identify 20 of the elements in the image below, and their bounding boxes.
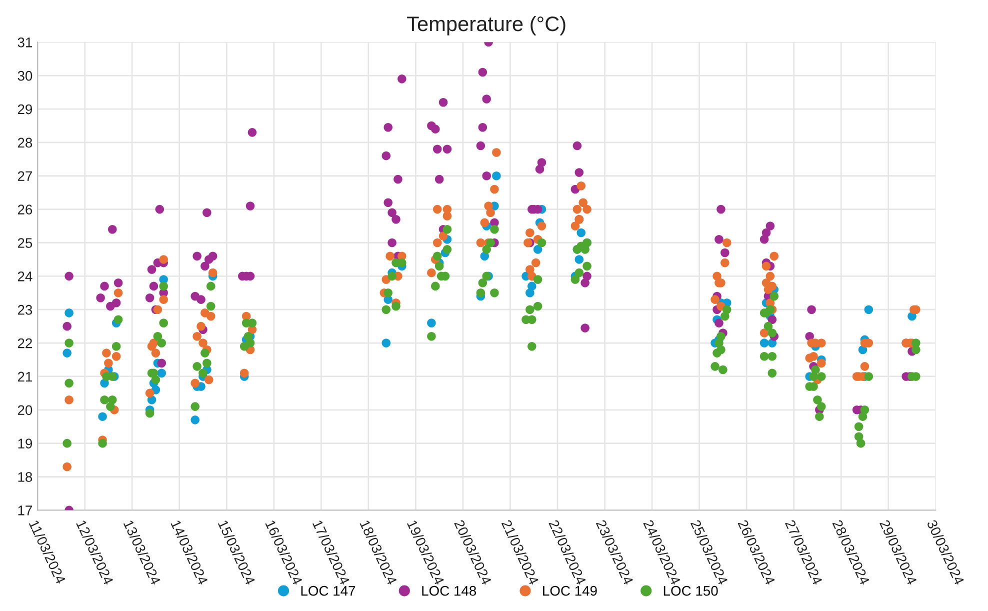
legend-label: LOC 148 — [422, 586, 476, 596]
y-tick-label: 19 — [18, 438, 32, 448]
y-tick-label: 26 — [18, 204, 32, 214]
y-tick-label: 31 — [18, 37, 32, 48]
y-tick-label: 17 — [18, 506, 32, 516]
y-tick-label: 24 — [18, 272, 32, 282]
y-tick-label: 18 — [18, 472, 32, 482]
legend-label: LOC 149 — [543, 586, 597, 596]
legend-label: LOC 147 — [301, 586, 356, 596]
legend-label: LOC 150 — [664, 586, 718, 596]
y-tick-label: 21 — [18, 372, 32, 382]
y-tick-label: 20 — [18, 405, 32, 416]
y-tick-label: 22 — [18, 338, 32, 348]
y-tick-label: 28 — [18, 138, 32, 148]
y-tick-label: 29 — [18, 104, 32, 114]
y-tick-label: 23 — [18, 304, 32, 315]
y-tick-label: 30 — [18, 70, 32, 81]
y-tick-label: 27 — [18, 171, 32, 181]
chart-title: Temperature (°C) — [407, 16, 566, 36]
y-tick-label: 25 — [18, 238, 32, 248]
